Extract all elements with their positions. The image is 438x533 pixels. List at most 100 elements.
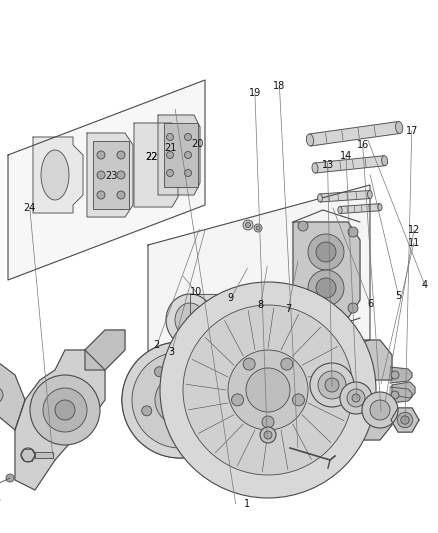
Circle shape: [397, 413, 413, 427]
Polygon shape: [391, 408, 419, 432]
Text: 17: 17: [406, 126, 418, 135]
Ellipse shape: [318, 194, 322, 202]
Circle shape: [132, 352, 228, 448]
Circle shape: [6, 474, 14, 482]
Circle shape: [308, 270, 344, 306]
Text: 16: 16: [357, 140, 369, 150]
Circle shape: [316, 278, 336, 298]
Ellipse shape: [241, 293, 269, 327]
Circle shape: [175, 430, 185, 440]
Circle shape: [352, 412, 368, 428]
Circle shape: [117, 191, 125, 199]
Circle shape: [348, 227, 358, 237]
Polygon shape: [33, 137, 83, 213]
Circle shape: [262, 416, 274, 428]
Text: 19: 19: [249, 88, 261, 98]
Text: 4: 4: [422, 280, 428, 290]
Ellipse shape: [312, 163, 318, 173]
Circle shape: [168, 388, 192, 412]
Text: 22: 22: [145, 152, 157, 162]
Text: 10: 10: [190, 287, 202, 297]
Polygon shape: [390, 387, 412, 403]
Polygon shape: [134, 123, 178, 207]
Circle shape: [142, 406, 152, 416]
Circle shape: [132, 352, 228, 448]
Polygon shape: [293, 222, 360, 318]
Text: 23: 23: [106, 171, 118, 181]
Ellipse shape: [41, 150, 69, 200]
Circle shape: [155, 375, 205, 425]
Circle shape: [401, 416, 409, 424]
Text: 21: 21: [164, 143, 176, 153]
Ellipse shape: [378, 204, 382, 211]
Circle shape: [356, 356, 364, 364]
Circle shape: [352, 394, 360, 402]
Circle shape: [243, 358, 255, 370]
Circle shape: [43, 388, 87, 432]
Circle shape: [122, 342, 238, 458]
Polygon shape: [320, 190, 370, 202]
Circle shape: [168, 388, 192, 412]
Text: 14: 14: [340, 151, 352, 160]
Bar: [164, 123, 198, 187]
Circle shape: [264, 431, 272, 439]
Circle shape: [352, 352, 368, 368]
Circle shape: [97, 191, 105, 199]
Text: 9: 9: [228, 294, 234, 303]
Circle shape: [370, 400, 390, 420]
Circle shape: [155, 367, 164, 377]
Circle shape: [391, 391, 399, 399]
Polygon shape: [15, 350, 105, 490]
Polygon shape: [392, 382, 415, 398]
Circle shape: [208, 406, 218, 416]
Ellipse shape: [267, 291, 289, 319]
Circle shape: [122, 342, 238, 458]
Circle shape: [166, 151, 173, 158]
Text: 6: 6: [367, 299, 373, 309]
Text: 2: 2: [154, 341, 160, 350]
Circle shape: [310, 363, 354, 407]
Text: 13: 13: [321, 160, 334, 170]
Text: 5: 5: [396, 291, 402, 301]
Circle shape: [117, 151, 125, 159]
Circle shape: [175, 430, 185, 440]
Circle shape: [256, 226, 260, 230]
Circle shape: [260, 427, 276, 443]
Circle shape: [142, 406, 152, 416]
Circle shape: [243, 220, 253, 230]
Text: 3: 3: [169, 347, 175, 357]
Circle shape: [308, 234, 344, 270]
Polygon shape: [8, 80, 205, 280]
Circle shape: [325, 378, 339, 392]
Circle shape: [0, 387, 3, 403]
Bar: [93, 141, 129, 209]
Circle shape: [228, 350, 308, 430]
Ellipse shape: [140, 360, 170, 440]
Text: 8: 8: [258, 300, 264, 310]
Circle shape: [166, 133, 173, 141]
Circle shape: [356, 416, 364, 424]
Circle shape: [184, 133, 191, 141]
Circle shape: [196, 367, 205, 377]
Polygon shape: [390, 367, 412, 383]
Ellipse shape: [166, 294, 214, 346]
Text: 1: 1: [244, 499, 251, 508]
Text: 24: 24: [24, 203, 36, 213]
Ellipse shape: [259, 283, 297, 327]
Circle shape: [97, 151, 105, 159]
Ellipse shape: [338, 206, 342, 214]
Circle shape: [97, 171, 105, 179]
Circle shape: [254, 224, 262, 232]
Text: 18: 18: [273, 82, 286, 91]
Circle shape: [293, 394, 304, 406]
Circle shape: [208, 406, 218, 416]
Circle shape: [348, 303, 358, 313]
Circle shape: [362, 392, 398, 428]
Circle shape: [55, 400, 75, 420]
Circle shape: [298, 309, 308, 319]
Circle shape: [318, 371, 346, 399]
Polygon shape: [158, 115, 200, 195]
Text: 11: 11: [408, 238, 420, 248]
Circle shape: [184, 169, 191, 176]
Text: 12: 12: [408, 225, 420, 235]
